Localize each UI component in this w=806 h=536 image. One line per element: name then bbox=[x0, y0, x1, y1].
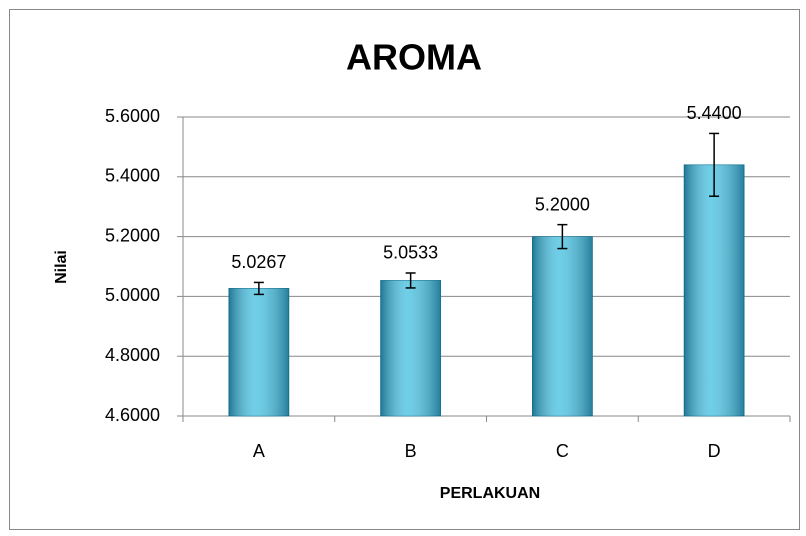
y-axis-label: Nilai bbox=[53, 250, 70, 284]
error-bar bbox=[557, 223, 568, 250]
x-tick-label: B bbox=[405, 441, 417, 461]
value-label: 5.0267 bbox=[231, 252, 286, 272]
y-tick-label: 5.2000 bbox=[105, 225, 160, 245]
chart-title: AROMA bbox=[346, 37, 482, 78]
value-label: 5.0533 bbox=[383, 243, 438, 263]
x-tick-label: A bbox=[253, 441, 265, 461]
bar-shade bbox=[380, 280, 441, 416]
error-bar bbox=[709, 132, 720, 197]
y-tick-label: 5.4000 bbox=[105, 166, 160, 186]
y-tick-label: 5.6000 bbox=[105, 106, 160, 126]
x-tick-label: D bbox=[708, 441, 721, 461]
y-tick-label: 4.8000 bbox=[105, 345, 160, 365]
value-label: 5.4400 bbox=[687, 103, 742, 123]
error-bar bbox=[405, 272, 416, 289]
bar-shade bbox=[532, 236, 593, 416]
value-label: 5.2000 bbox=[535, 194, 590, 214]
error-bar bbox=[253, 281, 264, 296]
bar-shade bbox=[228, 288, 289, 416]
bar-shade bbox=[684, 164, 745, 416]
x-tick-label: C bbox=[556, 441, 569, 461]
y-tick-label: 5.0000 bbox=[105, 285, 160, 305]
chart-border bbox=[9, 9, 800, 530]
y-tick-label: 4.6000 bbox=[105, 405, 160, 425]
x-axis-label: PERLAKUAN bbox=[440, 485, 540, 502]
